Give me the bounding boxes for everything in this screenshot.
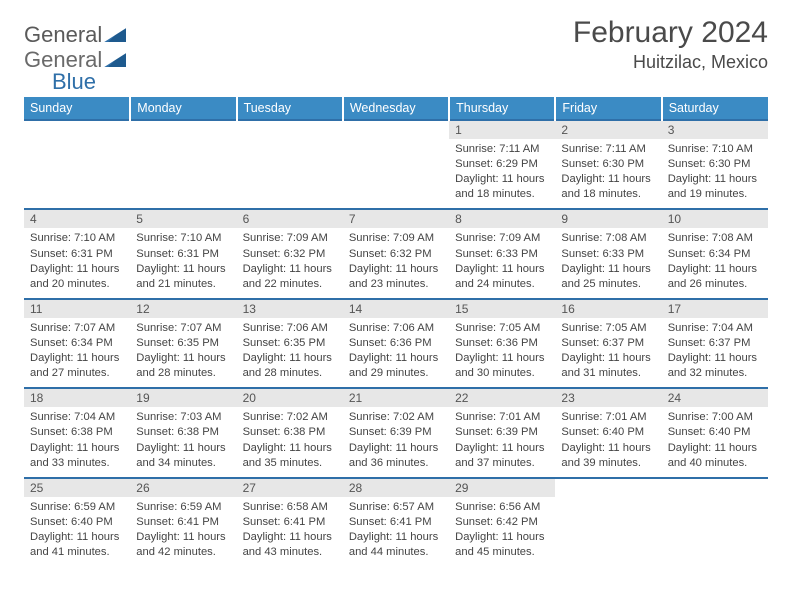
- day-number: 23: [555, 388, 661, 407]
- day-detail: Sunrise: 6:56 AMSunset: 6:42 PMDaylight:…: [449, 497, 555, 566]
- day-detail: Sunrise: 7:00 AMSunset: 6:40 PMDaylight:…: [662, 407, 768, 477]
- day-number: 10: [662, 209, 768, 228]
- day-detail: Sunrise: 7:11 AMSunset: 6:30 PMDaylight:…: [555, 139, 661, 209]
- day-number: 7: [343, 209, 449, 228]
- detail-row: Sunrise: 7:10 AMSunset: 6:31 PMDaylight:…: [24, 228, 768, 298]
- day-number: 26: [130, 478, 236, 497]
- day-number: 9: [555, 209, 661, 228]
- day-number: 1: [449, 120, 555, 139]
- day-detail: Sunrise: 7:09 AMSunset: 6:32 PMDaylight:…: [237, 228, 343, 298]
- day-number: 12: [130, 299, 236, 318]
- daynum-row: 2526272829: [24, 478, 768, 497]
- day-number: [130, 120, 236, 139]
- day-number: 24: [662, 388, 768, 407]
- page: General February 2024 Huitzilac, Mexico …: [0, 0, 792, 582]
- weekday-thursday: Thursday: [449, 97, 555, 120]
- day-number: 20: [237, 388, 343, 407]
- day-number: 3: [662, 120, 768, 139]
- day-number: 6: [237, 209, 343, 228]
- day-number: 18: [24, 388, 130, 407]
- day-number: 8: [449, 209, 555, 228]
- day-number: [555, 478, 661, 497]
- day-detail: Sunrise: 7:04 AMSunset: 6:37 PMDaylight:…: [662, 318, 768, 388]
- brand-stack: General Blue: [24, 47, 768, 95]
- day-detail: Sunrise: 7:11 AMSunset: 6:29 PMDaylight:…: [449, 139, 555, 209]
- day-detail: Sunrise: 6:59 AMSunset: 6:41 PMDaylight:…: [130, 497, 236, 566]
- day-detail: Sunrise: 7:10 AMSunset: 6:31 PMDaylight:…: [130, 228, 236, 298]
- day-detail: Sunrise: 7:02 AMSunset: 6:39 PMDaylight:…: [343, 407, 449, 477]
- day-detail: Sunrise: 7:08 AMSunset: 6:34 PMDaylight:…: [662, 228, 768, 298]
- day-detail: [662, 497, 768, 566]
- day-detail: Sunrise: 7:06 AMSunset: 6:36 PMDaylight:…: [343, 318, 449, 388]
- weekday-wednesday: Wednesday: [343, 97, 449, 120]
- day-detail: Sunrise: 7:03 AMSunset: 6:38 PMDaylight:…: [130, 407, 236, 477]
- day-number: 28: [343, 478, 449, 497]
- day-detail: Sunrise: 7:04 AMSunset: 6:38 PMDaylight:…: [24, 407, 130, 477]
- day-detail: Sunrise: 6:59 AMSunset: 6:40 PMDaylight:…: [24, 497, 130, 566]
- daynum-row: 11121314151617: [24, 299, 768, 318]
- day-number: 4: [24, 209, 130, 228]
- day-number: [237, 120, 343, 139]
- detail-row: Sunrise: 7:07 AMSunset: 6:34 PMDaylight:…: [24, 318, 768, 388]
- day-detail: Sunrise: 6:57 AMSunset: 6:41 PMDaylight:…: [343, 497, 449, 566]
- day-number: [343, 120, 449, 139]
- day-number: 29: [449, 478, 555, 497]
- day-detail: Sunrise: 7:07 AMSunset: 6:35 PMDaylight:…: [130, 318, 236, 388]
- day-number: 25: [24, 478, 130, 497]
- day-detail: Sunrise: 7:09 AMSunset: 6:32 PMDaylight:…: [343, 228, 449, 298]
- day-detail: Sunrise: 7:07 AMSunset: 6:34 PMDaylight:…: [24, 318, 130, 388]
- day-detail: Sunrise: 7:01 AMSunset: 6:40 PMDaylight:…: [555, 407, 661, 477]
- day-number: 27: [237, 478, 343, 497]
- day-number: 11: [24, 299, 130, 318]
- day-detail: Sunrise: 7:02 AMSunset: 6:38 PMDaylight:…: [237, 407, 343, 477]
- detail-row: Sunrise: 6:59 AMSunset: 6:40 PMDaylight:…: [24, 497, 768, 566]
- flag-icon: [104, 28, 126, 42]
- calendar-table: Sunday Monday Tuesday Wednesday Thursday…: [24, 97, 768, 566]
- daynum-row: 18192021222324: [24, 388, 768, 407]
- day-detail: Sunrise: 7:10 AMSunset: 6:30 PMDaylight:…: [662, 139, 768, 209]
- day-number: [662, 478, 768, 497]
- brand-logo: General: [24, 16, 128, 48]
- day-number: 16: [555, 299, 661, 318]
- day-detail: Sunrise: 7:06 AMSunset: 6:35 PMDaylight:…: [237, 318, 343, 388]
- flag-icon: [104, 53, 126, 67]
- brand-bottom: Blue: [24, 69, 768, 95]
- daynum-row: 123: [24, 120, 768, 139]
- weekday-sunday: Sunday: [24, 97, 130, 120]
- day-detail: Sunrise: 7:09 AMSunset: 6:33 PMDaylight:…: [449, 228, 555, 298]
- day-detail: [130, 139, 236, 209]
- detail-row: Sunrise: 7:04 AMSunset: 6:38 PMDaylight:…: [24, 407, 768, 477]
- daynum-row: 45678910: [24, 209, 768, 228]
- month-title: February 2024: [573, 16, 768, 50]
- day-number: [24, 120, 130, 139]
- day-number: 22: [449, 388, 555, 407]
- day-detail: Sunrise: 7:05 AMSunset: 6:37 PMDaylight:…: [555, 318, 661, 388]
- weekday-monday: Monday: [130, 97, 236, 120]
- day-number: 13: [237, 299, 343, 318]
- brand-part1: General: [24, 22, 102, 48]
- detail-row: Sunrise: 7:11 AMSunset: 6:29 PMDaylight:…: [24, 139, 768, 209]
- day-detail: Sunrise: 7:01 AMSunset: 6:39 PMDaylight:…: [449, 407, 555, 477]
- day-detail: Sunrise: 7:05 AMSunset: 6:36 PMDaylight:…: [449, 318, 555, 388]
- weekday-header-row: Sunday Monday Tuesday Wednesday Thursday…: [24, 97, 768, 120]
- day-number: 15: [449, 299, 555, 318]
- day-number: 17: [662, 299, 768, 318]
- day-number: 5: [130, 209, 236, 228]
- day-number: 21: [343, 388, 449, 407]
- day-detail: Sunrise: 7:10 AMSunset: 6:31 PMDaylight:…: [24, 228, 130, 298]
- day-number: 2: [555, 120, 661, 139]
- day-detail: [555, 497, 661, 566]
- day-number: 19: [130, 388, 236, 407]
- day-number: 14: [343, 299, 449, 318]
- day-detail: [24, 139, 130, 209]
- day-detail: Sunrise: 6:58 AMSunset: 6:41 PMDaylight:…: [237, 497, 343, 566]
- day-detail: [237, 139, 343, 209]
- weekday-tuesday: Tuesday: [237, 97, 343, 120]
- day-detail: Sunrise: 7:08 AMSunset: 6:33 PMDaylight:…: [555, 228, 661, 298]
- weekday-saturday: Saturday: [662, 97, 768, 120]
- weeks-body: 123Sunrise: 7:11 AMSunset: 6:29 PMDaylig…: [24, 120, 768, 566]
- day-detail: [343, 139, 449, 209]
- weekday-friday: Friday: [555, 97, 661, 120]
